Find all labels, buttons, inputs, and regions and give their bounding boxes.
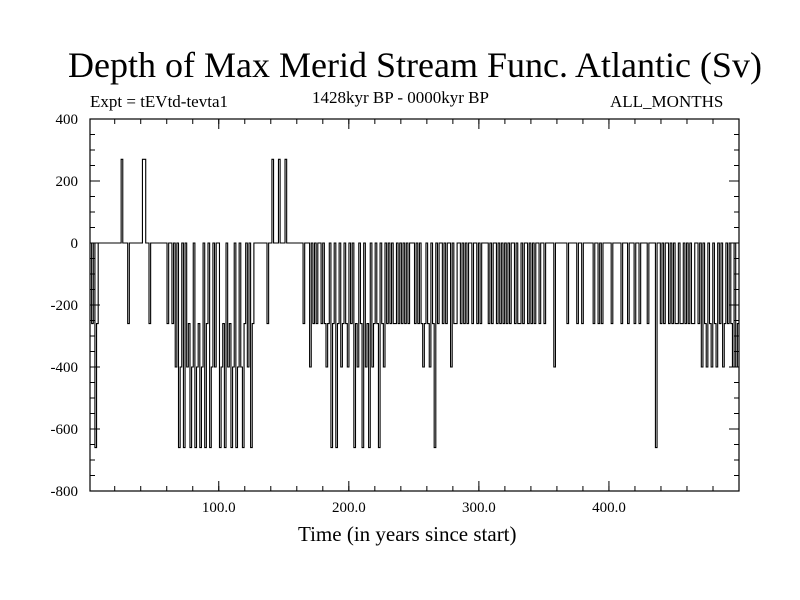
x-tick-label: 400.0 [592, 500, 626, 516]
chart-title: Depth of Max Merid Stream Func. Atlantic… [68, 45, 762, 85]
y-tick-label: 200 [56, 174, 79, 190]
y-tick-label: 0 [71, 236, 79, 252]
x-tick-label: 300.0 [462, 500, 496, 516]
time-range-label: 1428kyr BP - 0000kyr BP [312, 88, 489, 107]
y-tick-label: 400 [56, 112, 79, 128]
y-tick-label: -200 [51, 298, 79, 314]
x-tick-label: 200.0 [332, 500, 366, 516]
experiment-label: Expt = tEVtd-tevta1 [90, 92, 229, 111]
y-tick-label: -800 [51, 484, 79, 500]
x-tick-label: 100.0 [202, 500, 236, 516]
y-tick-label: -600 [51, 422, 79, 438]
y-tick-label: -400 [51, 360, 79, 376]
series-line [90, 158, 739, 449]
months-label: ALL_MONTHS [610, 92, 724, 111]
x-axis-label: Time (in years since start) [298, 522, 517, 546]
